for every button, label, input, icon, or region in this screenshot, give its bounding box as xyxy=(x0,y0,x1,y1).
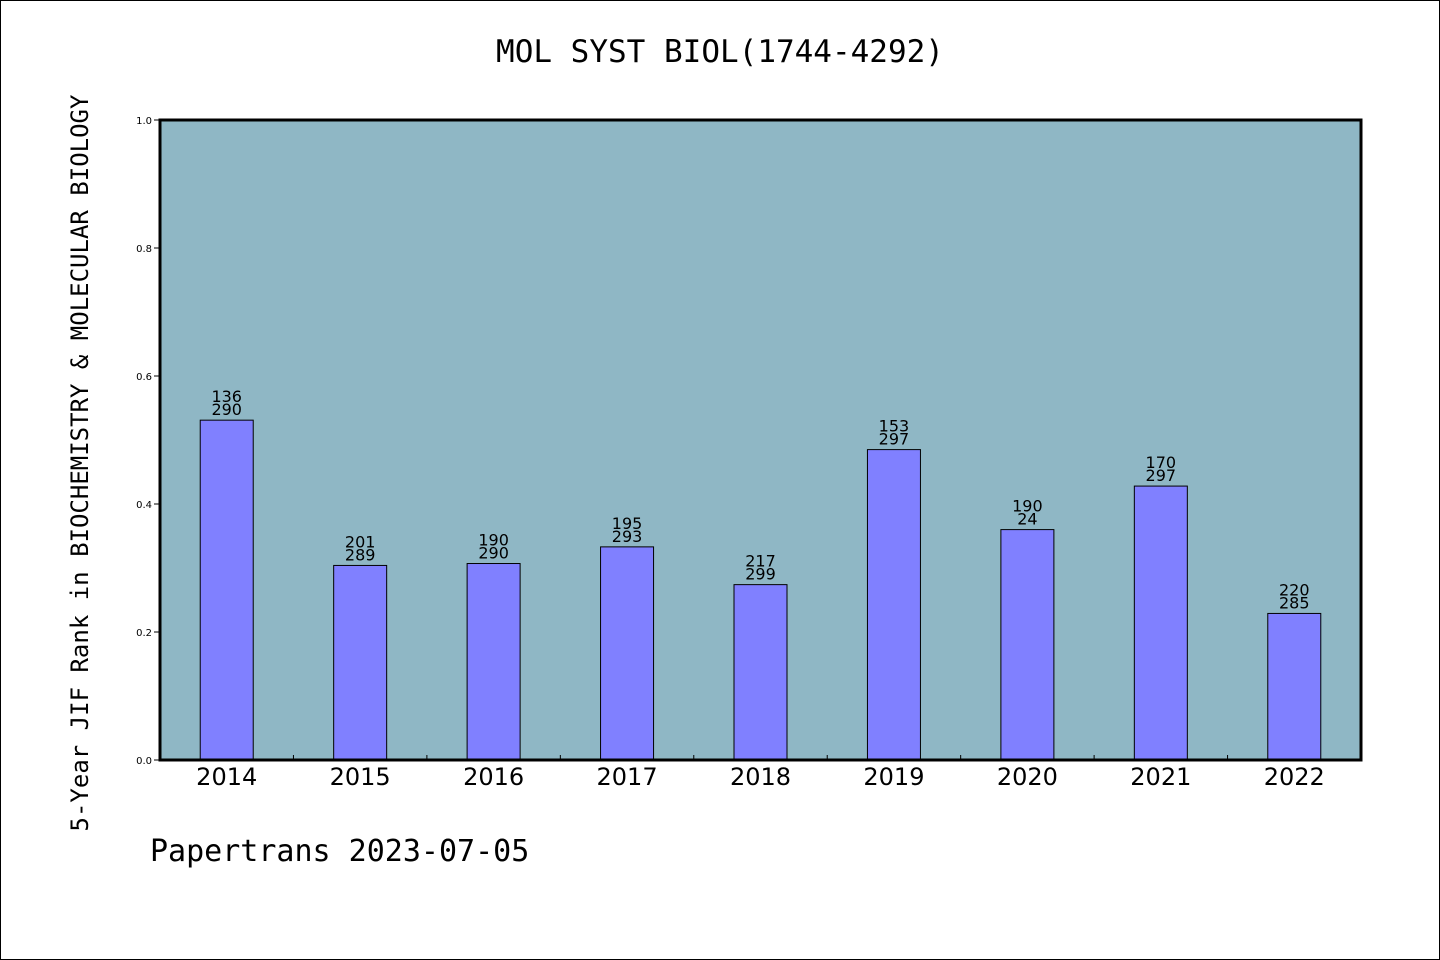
bar xyxy=(600,546,655,761)
y-tick-label: 0.0 xyxy=(136,756,152,767)
bar-label-top: 170 xyxy=(1146,453,1177,472)
bar-label-bottom: 297 xyxy=(879,430,910,449)
bar xyxy=(333,564,388,761)
bar-label-bottom: 293 xyxy=(612,527,643,546)
bar-label-top: 217 xyxy=(745,552,776,571)
bar-label-top: 136 xyxy=(211,387,242,406)
bar xyxy=(733,584,788,761)
bar xyxy=(866,449,921,761)
x-tick-label: 2018 xyxy=(730,763,791,791)
bar xyxy=(199,419,254,761)
y-tick-label: 1.0 xyxy=(136,116,152,127)
x-tick-label: 2020 xyxy=(997,763,1058,791)
bar-label-bottom: 299 xyxy=(745,565,776,584)
x-tick-label: 2021 xyxy=(1130,763,1191,791)
bar-label-bottom: 290 xyxy=(211,400,242,419)
bar-label-top: 195 xyxy=(612,514,643,533)
bar-label-top: 153 xyxy=(879,417,910,436)
bar-label-bottom: 290 xyxy=(478,544,509,563)
x-tick-label: 2015 xyxy=(330,763,391,791)
x-tick-label: 2014 xyxy=(196,763,257,791)
x-tick-label: 2017 xyxy=(597,763,658,791)
bar-label-bottom: 24 xyxy=(1017,510,1037,529)
y-tick-label: 0.2 xyxy=(136,628,152,639)
x-tick-label: 2016 xyxy=(463,763,524,791)
y-tick-label: 0.4 xyxy=(136,500,152,511)
bar-label-bottom: 285 xyxy=(1279,593,1310,612)
bar-label-top: 220 xyxy=(1279,580,1310,599)
bar xyxy=(466,563,521,761)
bar-label-top: 190 xyxy=(478,531,509,550)
bar xyxy=(1000,529,1055,761)
y-tick-label: 0.6 xyxy=(136,372,152,383)
footer-credit: Papertrans 2023-07-05 xyxy=(150,834,530,869)
bar-label-bottom: 289 xyxy=(345,545,376,564)
y-tick-label: 0.8 xyxy=(136,244,152,255)
plot-border xyxy=(158,118,1363,762)
bar-label-bottom: 297 xyxy=(1146,466,1177,485)
bar-label-top: 201 xyxy=(345,532,376,551)
bar xyxy=(1133,485,1188,761)
bar xyxy=(1267,612,1322,761)
bar-label-top: 190 xyxy=(1012,497,1043,516)
x-tick-label: 2019 xyxy=(863,763,924,791)
x-tick-label: 2022 xyxy=(1264,763,1325,791)
chart-title: MOL SYST BIOL(1744-4292) xyxy=(496,34,944,70)
